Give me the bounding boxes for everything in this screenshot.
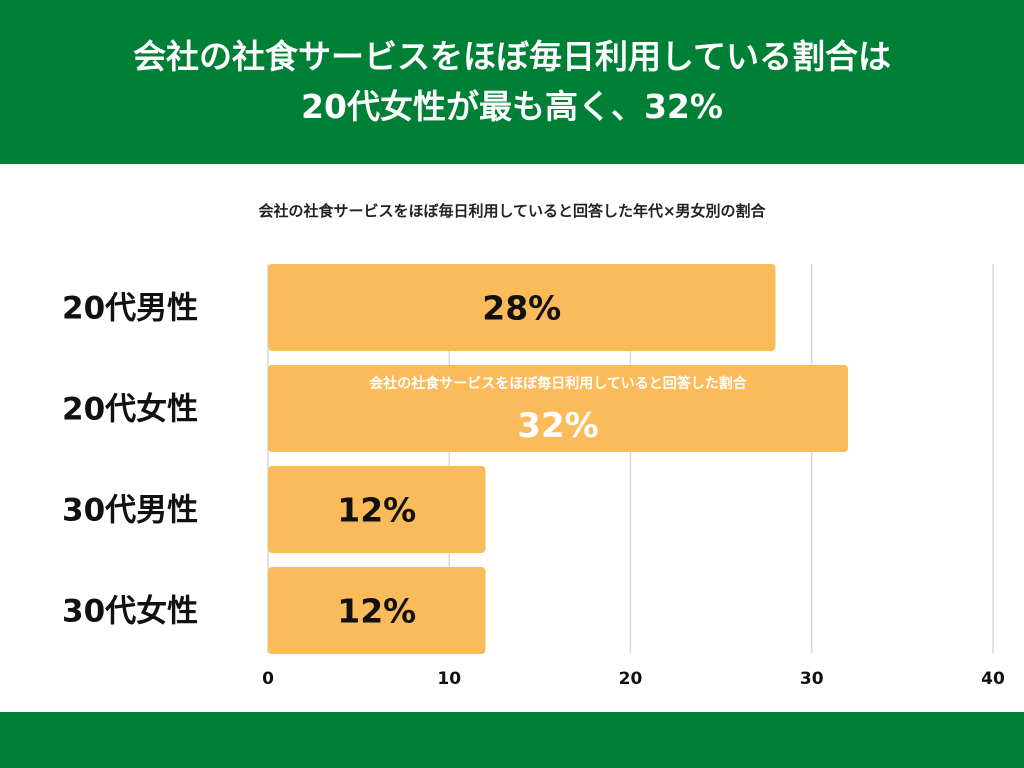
headline-line-1: 会社の社食サービスをほぼ毎日利用している割合は xyxy=(132,37,891,76)
x-tick-label: 10 xyxy=(437,669,461,689)
x-tick-label: 40 xyxy=(981,669,1005,689)
bar-annotation: 会社の社食サービスをほぼ毎日利用していると回答した割合 xyxy=(369,375,748,392)
value-label: 32% xyxy=(517,406,598,446)
bar-chart: 0 10 20 30 40 20代男性 28% 20代女性 会社の社食サービスをほぼ毎日利用して… xyxy=(62,264,1005,689)
value-label: 12% xyxy=(337,491,416,530)
category-label: 20代男性 xyxy=(62,291,198,327)
category-label: 30代女性 xyxy=(62,594,198,630)
value-label: 12% xyxy=(337,592,416,631)
bar xyxy=(268,365,848,452)
category-label: 30代男性 xyxy=(62,493,198,529)
bar xyxy=(268,264,776,351)
category-label: 20代女性 xyxy=(62,392,198,428)
x-tick-label: 30 xyxy=(800,669,824,689)
x-tick-label: 0 xyxy=(262,669,274,689)
value-label: 28% xyxy=(482,289,561,328)
headline-line-2: 20代女性が最も高く、32% xyxy=(301,87,723,126)
header-banner: 会社の社食サービスをほぼ毎日利用している割合は 20代女性が最も高く、32% xyxy=(0,0,1024,164)
bar xyxy=(268,567,486,654)
chart-title: 会社の社食サービスをほぼ毎日利用していると回答した年代×男女別の割合 xyxy=(258,202,766,220)
x-tick-label: 20 xyxy=(619,669,643,689)
footer-banner xyxy=(0,712,1024,768)
bar xyxy=(268,466,486,553)
